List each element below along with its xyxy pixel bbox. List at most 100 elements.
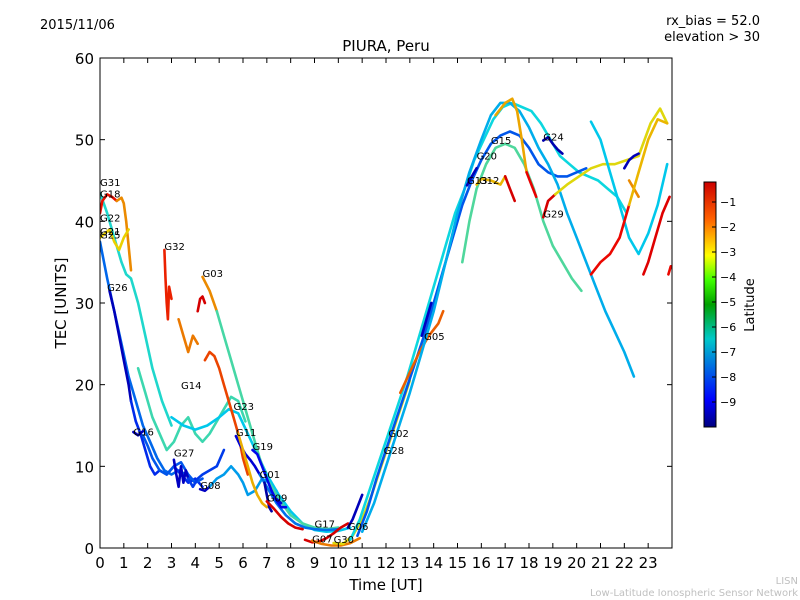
- rx-bias-label: rx_bias = 52.0: [666, 14, 760, 29]
- trace-g01: [236, 432, 269, 509]
- trace-g13: [465, 167, 478, 187]
- trace-g22: [177, 317, 199, 354]
- colorbar-tick-label: −9: [720, 396, 736, 409]
- satellite-label: G25: [100, 230, 120, 241]
- satellite-label: G12: [479, 176, 499, 187]
- date-label: 2015/11/06: [40, 18, 115, 33]
- trace-g26d: [627, 118, 669, 207]
- x-tick-label: 15: [448, 554, 467, 572]
- x-tick-label: 13: [400, 554, 419, 572]
- trace-g11b: [258, 473, 340, 532]
- trace-g32: [163, 248, 173, 321]
- x-tick-label: 22: [615, 554, 634, 572]
- trace-g20: [360, 101, 636, 534]
- trace-g16: [132, 429, 145, 437]
- satellite-label: G03: [202, 269, 222, 280]
- colorbar-tick-label: −6: [720, 321, 736, 334]
- trace-g27: [172, 458, 190, 489]
- satellite-label: G11: [236, 428, 256, 439]
- colorbar-tick-label: −3: [720, 246, 736, 259]
- x-tick-label: 0: [95, 554, 105, 572]
- trace-g27b: [186, 448, 226, 489]
- satellite-label: G14: [181, 381, 201, 392]
- satellite-label: G18: [100, 190, 120, 201]
- colorbar-label: Latitude: [743, 278, 758, 332]
- trace-g07c: [667, 264, 672, 276]
- satellite-label: G29: [543, 209, 563, 220]
- x-axis: 0 1 2 3 4 5 6 7 8 9 10 11 12 13 14 15 16 17 18 19 20 21 22 23: [95, 58, 658, 572]
- satellite-label: G05: [424, 332, 444, 343]
- trace-g14: [136, 366, 247, 452]
- y-tick-label: 50: [75, 132, 94, 150]
- satellite-label: G06: [348, 522, 368, 533]
- x-tick-label: 1: [119, 554, 129, 572]
- trace-g21: [100, 228, 130, 252]
- network-full-name: Low-Latitude Ionospheric Sensor Network: [590, 588, 798, 599]
- x-tick-label: 21: [591, 554, 610, 572]
- trace-g29: [541, 193, 557, 219]
- trace-g26c: [589, 203, 631, 276]
- trace-g08b: [208, 464, 278, 497]
- satellite-label: G30: [334, 535, 354, 546]
- x-tick-label: 11: [353, 554, 372, 572]
- elevation-label: elevation > 30: [664, 30, 760, 45]
- satellite-label: G27: [174, 449, 194, 460]
- colorbar: −1 −2 −3 −4 −5 −6 −7 −8 −9 Latitude: [703, 181, 758, 428]
- trace-g10b: [525, 171, 538, 199]
- satellite-label: G20: [477, 151, 497, 162]
- trace-g12b: [503, 175, 517, 203]
- x-tick-label: 14: [424, 554, 443, 572]
- trace-g10: [494, 97, 528, 174]
- trace-g04b: [622, 152, 640, 170]
- trace-g32b: [196, 295, 207, 313]
- satellite-label: G02: [388, 429, 408, 440]
- trace-g02: [356, 130, 588, 538]
- y-tick-label: 40: [75, 213, 94, 231]
- trace-g28: [348, 101, 629, 542]
- x-tick-label: 7: [262, 554, 272, 572]
- trace-g07b: [642, 195, 671, 276]
- satellite-label: G21: [100, 227, 120, 238]
- satellite-label: G31: [100, 178, 120, 189]
- colorbar-tick-label: −8: [720, 371, 736, 384]
- colorbar-gradient: [703, 181, 717, 428]
- satellite-label: G22: [100, 213, 120, 224]
- x-tick-label: 19: [543, 554, 562, 572]
- satellite-label: G26: [107, 283, 127, 294]
- x-tick-label: 16: [472, 554, 491, 572]
- trace-g29b: [553, 107, 669, 196]
- satellite-traces: [100, 97, 672, 547]
- x-tick-label: 10: [329, 554, 348, 572]
- satellite-label: G17: [315, 520, 335, 531]
- colorbar-tick-label: −5: [720, 296, 736, 309]
- colorbar-tick-label: −2: [720, 221, 736, 234]
- trace-g16b: [141, 433, 204, 485]
- x-tick-label: 20: [567, 554, 586, 572]
- x-tick-label: 8: [286, 554, 296, 572]
- y-axis: 0 10 20 30 40 50 60: [75, 50, 672, 558]
- x-tick-label: 17: [496, 554, 515, 572]
- trace-g09b: [275, 497, 283, 505]
- satellite-label: G19: [253, 442, 273, 453]
- colorbar-tick-label: −4: [720, 271, 736, 284]
- trace-g04: [589, 120, 669, 256]
- satellite-label: G01: [260, 470, 280, 481]
- satellite-label: G28: [384, 446, 404, 457]
- satellite-label: G08: [200, 481, 220, 492]
- y-axis-label: TEC [UNITS]: [52, 258, 70, 350]
- trace-g19: [251, 448, 288, 509]
- x-tick-label: 4: [191, 554, 201, 572]
- x-tick-label: 18: [519, 554, 538, 572]
- trace-g07: [310, 536, 362, 547]
- trace-g18: [100, 193, 118, 215]
- trace-g08: [198, 485, 211, 493]
- network-short-name: LISN: [775, 576, 798, 587]
- colorbar-tick-label: −1: [720, 196, 736, 209]
- processing-info: rx_bias = 52.0 elevation > 30: [664, 14, 760, 46]
- x-tick-label: 5: [214, 554, 224, 572]
- trace-g09: [265, 500, 304, 531]
- y-tick-label: 0: [84, 540, 94, 558]
- trace-g26: [108, 289, 133, 403]
